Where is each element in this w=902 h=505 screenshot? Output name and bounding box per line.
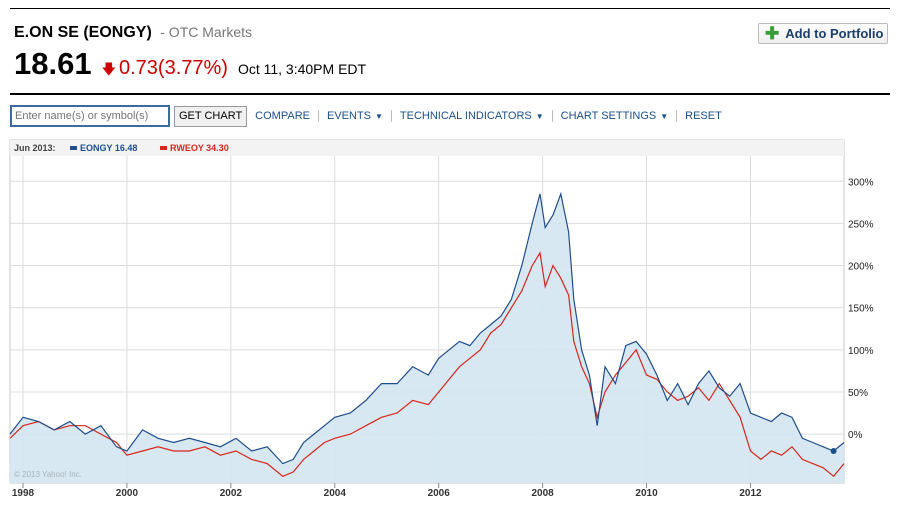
technical-indicators-menu[interactable]: TECHNICAL INDICATORS ▼ [400, 110, 553, 122]
last-price: 18.61 [14, 46, 92, 81]
chart-settings-menu[interactable]: CHART SETTINGS ▼ [560, 110, 678, 122]
company-name: E.ON SE (EONGY) [14, 24, 152, 41]
events-label: EVENTS [326, 110, 371, 122]
y-tick-label: 0% [848, 430, 863, 441]
legend-rweoy: RWEOY 34.30 [170, 143, 229, 153]
x-tick-label: 2000 [116, 488, 139, 499]
watermark: © 2013 Yahoo! Inc. [14, 470, 82, 479]
quote-row: 18.61 🡇 0.73 (3.77%) Oct 11, 3:40PM EDT [14, 46, 366, 83]
caret-down-icon: ▼ [535, 111, 544, 121]
header-top-rule [10, 8, 890, 9]
x-tick-label: 2008 [531, 488, 554, 499]
eongy-area [10, 193, 844, 483]
add-to-portfolio-label: Add to Portfolio [785, 26, 884, 41]
x-tick-label: 1998 [12, 488, 35, 499]
x-tick-label: 2002 [220, 488, 243, 499]
y-axis: 0% 50% 100% 150% 200% 250% 300% [848, 177, 874, 441]
x-tick-label: 2004 [324, 488, 347, 499]
caret-down-icon: ▼ [660, 111, 669, 121]
plus-icon: ✚ [765, 24, 780, 43]
rweoy-line [9, 251, 845, 478]
change-percent: (3.77%) [157, 57, 228, 79]
y-tick-label: 150% [848, 304, 874, 315]
legend-swatch-eongy [70, 146, 77, 150]
chart-settings-label: CHART SETTINGS [560, 110, 657, 122]
x-tick-label: 2006 [428, 488, 451, 499]
legend-swatch-rweoy [160, 146, 167, 150]
legend-eongy: EONGY 16.48 [80, 143, 137, 153]
compare-link[interactable]: COMPARE [255, 110, 319, 122]
header-bottom-rule [10, 93, 890, 95]
technical-indicators-label: TECHNICAL INDICATORS [399, 110, 532, 122]
add-to-portfolio-button[interactable]: ✚ Add to Portfolio [758, 23, 888, 44]
down-arrow-icon: 🡇 [101, 61, 116, 77]
y-tick-label: 100% [848, 346, 874, 357]
legend-bar [10, 140, 844, 156]
eongy-last-point [830, 448, 837, 454]
y-tick-label: 50% [848, 388, 868, 399]
symbol-input[interactable] [10, 105, 170, 127]
reset-link[interactable]: RESET [685, 110, 722, 122]
x-axis: 1998 2000 2002 2004 2006 2008 2010 2012 [12, 483, 762, 499]
x-tick-label: 2010 [635, 488, 658, 499]
x-tick-label: 2012 [739, 488, 762, 499]
y-tick-label: 250% [848, 219, 874, 230]
y-tick-label: 200% [848, 262, 874, 273]
caret-down-icon: ▼ [375, 111, 383, 121]
exchange-label: - OTC Markets [160, 24, 253, 40]
events-menu[interactable]: EVENTS ▼ [327, 110, 392, 122]
legend-date: Jun 2013: [14, 143, 56, 153]
quote-title: E.ON SE (EONGY) - OTC Markets [14, 24, 252, 42]
change-value: 0.73 [118, 57, 158, 79]
chart-toolbar: GET CHART COMPARE EVENTS ▼ TECHNICAL INDI… [10, 105, 880, 127]
eongy-line [9, 191, 845, 465]
quote-time: Oct 11, 3:40PM EDT [237, 61, 367, 77]
y-tick-label: 300% [848, 177, 874, 188]
price-change: 🡇 0.73 (3.77%) [102, 57, 228, 83]
get-chart-button[interactable]: GET CHART [174, 105, 248, 127]
